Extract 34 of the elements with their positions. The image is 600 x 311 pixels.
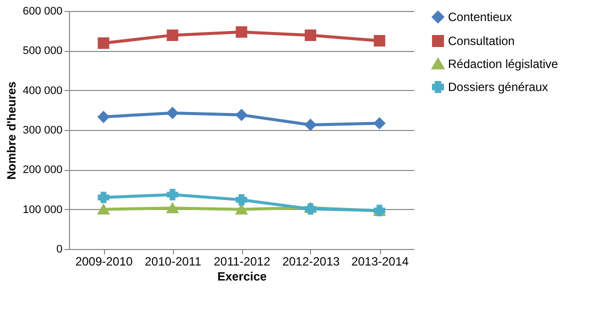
point [374,35,386,46]
point [236,204,248,214]
point [236,109,248,121]
x-tick-label: 2011-2012 [214,254,271,268]
point [304,29,316,41]
point [166,188,178,200]
legend-label: Contentieux [448,10,512,24]
point [166,203,178,214]
x-tick-label: 2012-2013 [282,254,340,268]
point [98,111,110,123]
legend-label: Rédaction législative [448,57,558,71]
point [374,118,386,129]
y-tick-label: 500 000 [22,45,62,58]
y-tick-label: 600 000 [22,6,62,18]
legend-label: Consultation [448,34,515,48]
legend-label: Dossiers généraux [448,80,548,94]
point [304,119,316,131]
point [98,192,110,204]
x-tick-label: 2010-2011 [144,254,202,268]
x-axis-title: Exercice [217,270,268,284]
y-tick-label: 0 [56,244,62,256]
point [98,37,110,49]
y-tick-label: 100 000 [22,204,62,216]
y-axis-title: Nombre d'heures [4,81,19,180]
point [236,26,248,38]
point [166,107,178,119]
y-tick-label: 400 000 [22,84,62,97]
point [166,29,178,41]
x-tick-label: 2009-2010 [75,254,134,268]
y-tick-label: 200 000 [22,164,62,176]
point [98,204,110,214]
point [236,194,248,206]
x-tick-label: 2013-2014 [351,254,410,268]
y-tick-label: 300 000 [22,124,62,136]
